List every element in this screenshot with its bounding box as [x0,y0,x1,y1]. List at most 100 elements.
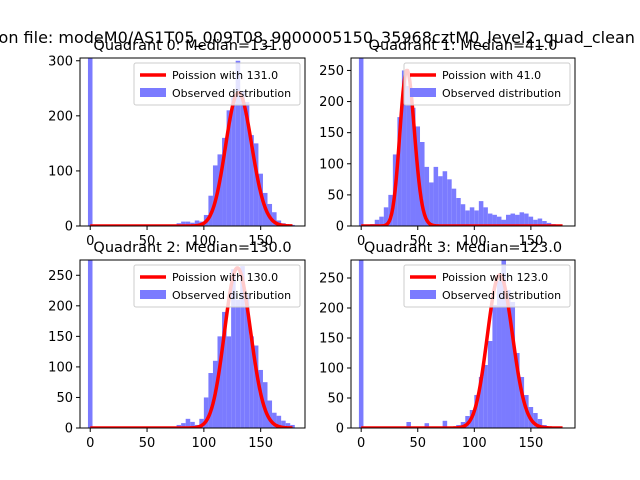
poisson-model-line [360,68,564,226]
histogram-bar [424,423,430,428]
plot-area [358,260,564,428]
legend-label-observed: Observed distribution [172,289,291,302]
histogram-bar [253,345,259,428]
histogram-bar [379,216,384,226]
histogram-bar [496,216,502,226]
y-tick-label: 250 [319,272,344,287]
histogram-bar [478,377,484,428]
histogram-bar [222,311,227,428]
histogram-bar [272,412,277,428]
histogram-bar-zero-spike [358,260,364,428]
subplot-quadrant-2: 0 50 100 150 0 50 100 150 200 250 Quadrant 2: Medi… [48,240,306,451]
y-tick-label: 100 [48,360,73,375]
legend-label-model: Poission with 131.0 [172,69,278,82]
y-tick-label: 250 [319,64,344,79]
legend-box [403,264,571,308]
histogram-bar [374,219,380,226]
histogram-bar [510,213,516,226]
y-tick-label: 50 [327,392,344,407]
histogram-bar [276,415,282,428]
y-tick-label: 0 [65,422,73,437]
x-tick-label: 50 [139,234,156,249]
histogram-bar [487,341,493,428]
legend-bar-swatch [140,88,166,97]
histogram-bar [244,293,250,428]
x-tick-label: 0 [86,436,94,451]
x-tick-label: 100 [191,436,216,451]
histogram-bar [496,281,502,428]
histogram-bar [519,212,525,226]
histogram-bar [469,207,475,226]
histogram-bar [442,171,448,226]
histogram-bar [285,423,291,428]
histogram-bar [249,336,254,428]
y-tick-label: 300 [48,54,73,69]
poisson-model-line [360,273,564,428]
x-tick-label: 100 [462,436,487,451]
plot-area [87,260,295,428]
histogram-bar [447,179,452,226]
x-tick-label: 150 [248,234,273,249]
y-tick-label: 50 [327,188,344,203]
histogram-bar [181,423,186,428]
subplot-quadrant-0: 0 50 100 150 0 100 200 300 Quadrant 0: Median=13… [48,38,306,249]
histogram-bar [226,336,232,428]
x-tick-label: 100 [191,234,216,249]
y-tick-label: 100 [319,362,344,377]
histogram-bar [185,418,191,428]
histogram-bar [397,117,402,226]
histogram-bar [533,219,538,226]
histogram-bar [501,219,506,226]
histogram-bar [410,107,416,226]
histogram-bar [222,137,227,226]
histogram-bar [460,204,466,226]
histogram-bar [492,305,497,428]
histogram-bar [487,213,493,226]
legend-label-observed: Observed distribution [172,87,291,100]
histogram-bar [194,220,200,226]
x-tick-label: 150 [518,234,543,249]
histogram-bar [181,221,186,226]
y-tick-label: 200 [319,302,344,317]
histogram-bar [515,214,520,226]
legend-label-model: Poission with 123.0 [442,271,548,284]
histogram-bar [483,207,488,226]
x-tick-label: 50 [409,436,426,451]
histogram-bar [401,70,407,226]
histogram-bar-zero-spike [87,58,93,226]
histogram-bar [451,188,457,226]
histogram-bar [528,216,534,226]
histogram-bar [185,221,191,226]
histogram-bar [542,221,547,226]
histogram-bar [231,96,236,226]
x-tick-label: 50 [139,436,156,451]
subplot-title: Quadrant 1: Median=41.0 [369,38,558,54]
y-tick-label: 50 [56,391,73,406]
histogram-bar [424,166,430,226]
histogram-bar [231,269,236,428]
y-tick-label: 150 [319,332,344,347]
histogram-bar [281,420,286,428]
histogram-bar [272,212,277,226]
histogram-bar [406,422,411,428]
x-tick-label: 0 [86,234,94,249]
histogram-bar [510,302,516,428]
x-tick-label: 100 [462,234,487,249]
histogram-bar [501,260,506,428]
legend-bar-swatch [140,290,166,299]
y-tick-label: 100 [48,164,73,179]
histogram-bar [474,210,479,226]
legend-bar-swatch [410,88,436,97]
legend-label-observed: Observed distribution [442,289,561,302]
y-tick-label: 0 [336,220,344,235]
x-tick-label: 150 [518,436,543,451]
legend-box [133,264,301,308]
x-tick-label: 0 [357,436,365,451]
histogram-bar [383,207,389,226]
x-tick-label: 150 [248,436,273,451]
histogram-bar [217,154,223,226]
figure-title: ...hon file: modeM0/AS1T05_009T08_900000… [0,28,635,48]
legend: Poission with 131.0 Observed distribution [133,62,301,106]
histogram-bar [203,397,209,428]
histogram-bar [465,210,470,226]
